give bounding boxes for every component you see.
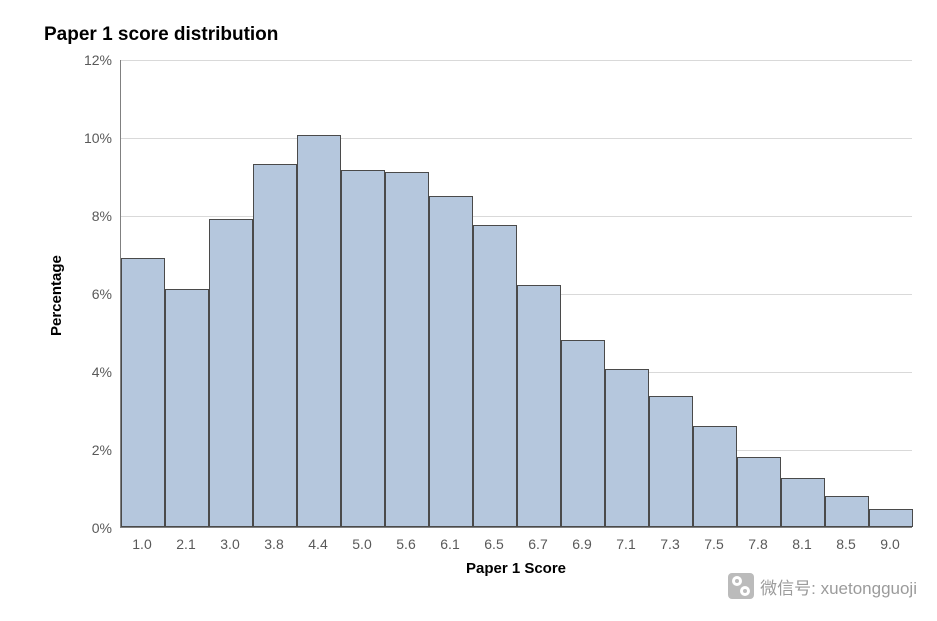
x-tick-label: 7.3 — [648, 536, 692, 552]
bar — [341, 170, 385, 527]
y-tick-label: 8% — [70, 208, 112, 224]
x-tick-label: 9.0 — [868, 536, 912, 552]
bar — [649, 396, 693, 527]
x-tick-label: 3.8 — [252, 536, 296, 552]
bar — [825, 496, 869, 527]
y-tick-label: 4% — [70, 364, 112, 380]
bar — [517, 285, 561, 527]
x-tick-label: 5.6 — [384, 536, 428, 552]
x-tick-label: 7.1 — [604, 536, 648, 552]
bar — [253, 164, 297, 527]
plot-area — [120, 60, 912, 528]
y-tick-label: 0% — [70, 520, 112, 536]
bar — [385, 172, 429, 527]
bar — [561, 340, 605, 527]
bar — [737, 457, 781, 527]
y-tick-label: 6% — [70, 286, 112, 302]
x-tick-label: 8.5 — [824, 536, 868, 552]
gridline — [121, 138, 912, 139]
y-tick-label: 12% — [70, 52, 112, 68]
x-tick-label: 6.5 — [472, 536, 516, 552]
bar — [869, 509, 913, 527]
gridline — [121, 216, 912, 217]
y-axis-title: Percentage — [48, 255, 65, 336]
x-tick-label: 6.7 — [516, 536, 560, 552]
bar — [429, 196, 473, 528]
x-tick-label: 6.1 — [428, 536, 472, 552]
y-tick-label: 10% — [70, 130, 112, 146]
x-tick-label: 7.8 — [736, 536, 780, 552]
x-tick-label: 3.0 — [208, 536, 252, 552]
gridline — [121, 60, 912, 61]
x-tick-label: 4.4 — [296, 536, 340, 552]
x-tick-label: 8.1 — [780, 536, 824, 552]
x-tick-label: 2.1 — [164, 536, 208, 552]
bar — [121, 258, 165, 527]
x-tick-label: 6.9 — [560, 536, 604, 552]
wechat-icon — [728, 573, 754, 599]
bar — [693, 426, 737, 527]
bar — [605, 369, 649, 527]
bar — [297, 135, 341, 527]
chart-title: Paper 1 score distribution — [44, 24, 278, 46]
bar — [473, 225, 517, 527]
watermark: 微信号: xuetongguoji — [728, 573, 917, 599]
x-tick-label: 5.0 — [340, 536, 384, 552]
y-tick-label: 2% — [70, 442, 112, 458]
bar — [781, 478, 825, 527]
bar — [165, 289, 209, 527]
x-tick-label: 1.0 — [120, 536, 164, 552]
x-tick-label: 7.5 — [692, 536, 736, 552]
bar — [209, 219, 253, 527]
watermark-text: 微信号: xuetongguoji — [760, 574, 917, 599]
